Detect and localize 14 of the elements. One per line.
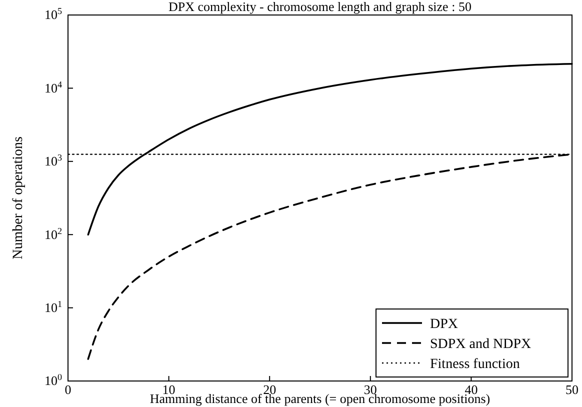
chart-title: DPX complexity - chromosome length and graph size : 50 xyxy=(168,0,472,14)
y-tick-label: 10$^{2}$ xyxy=(44,226,62,242)
legend-label: SDPX and NDPX xyxy=(430,337,532,352)
x-tick-label: 50 xyxy=(566,382,578,397)
y-tick-label: 10$^{5}$ xyxy=(44,6,62,22)
legend-label: Fitness function xyxy=(430,357,520,372)
x-tick-label: 0 xyxy=(64,382,72,397)
y-tick-label: 10$^{0}$ xyxy=(44,372,62,388)
y-tick-label: 10$^{4}$ xyxy=(44,79,62,96)
y-axis-title: Number of operations xyxy=(11,136,26,260)
y-tick-label: 10$^{1}$ xyxy=(44,298,62,315)
y-tick-label: 10$^{3}$ xyxy=(44,152,62,169)
x-tick-label: 40 xyxy=(464,382,478,397)
legend-label: DPX xyxy=(430,317,458,332)
